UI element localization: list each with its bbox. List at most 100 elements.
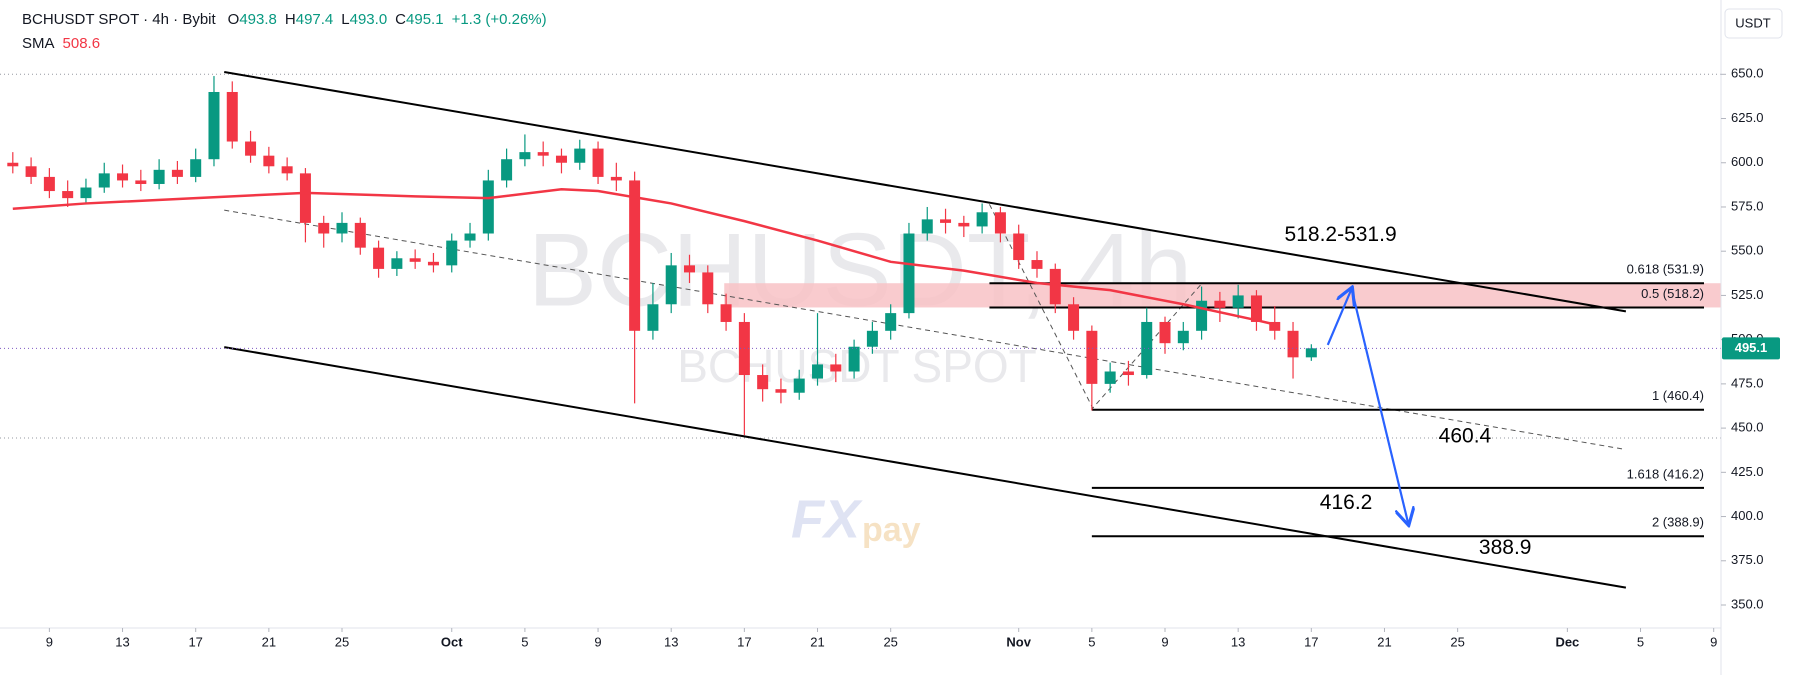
sma-name: SMA	[22, 35, 55, 52]
candle-body	[501, 159, 513, 181]
candle-body	[866, 330, 878, 347]
ohlc-key: O	[228, 11, 240, 28]
x-tick-label: 9	[1710, 634, 1717, 649]
currency-button[interactable]	[1724, 8, 1783, 39]
candle-body	[1232, 295, 1244, 308]
x-tick-label: 5	[1088, 634, 1095, 649]
candle-body	[1086, 330, 1098, 384]
candle-body	[702, 272, 714, 305]
x-tick-label: 25	[335, 634, 349, 649]
candle-body	[171, 169, 183, 177]
x-tick-label: 21	[810, 634, 824, 649]
candle-body	[391, 258, 403, 269]
candle-body	[336, 222, 348, 234]
y-tick-label: 650.0	[1731, 66, 1764, 81]
candle-body	[885, 313, 897, 331]
candle-body	[62, 191, 74, 199]
candle-body	[1177, 330, 1189, 344]
candle-body	[263, 155, 275, 167]
candle-body	[446, 240, 458, 266]
fib-label: 0.618 (531.9)	[1627, 262, 1704, 277]
candle-body	[812, 364, 824, 379]
candle-body	[281, 166, 293, 174]
candle-body	[903, 233, 915, 314]
candle-body	[1269, 321, 1281, 331]
ohlc-value: 493.0	[350, 11, 388, 28]
candle-body	[775, 389, 787, 393]
x-tick-label: 25	[1450, 634, 1464, 649]
x-tick-label: 17	[188, 634, 202, 649]
x-tick-label: 9	[1161, 634, 1168, 649]
x-tick-label: Dec	[1555, 634, 1579, 649]
ohlc-value: 497.4	[296, 11, 334, 28]
candle-body	[720, 304, 732, 322]
candle-body	[427, 261, 439, 266]
trendline	[988, 204, 1202, 409]
y-tick-label: 600.0	[1731, 154, 1764, 169]
ohlc-value: 495.1	[406, 11, 444, 28]
x-tick-label: 9	[46, 634, 53, 649]
x-tick-label: Oct	[441, 634, 463, 649]
candle-body	[555, 155, 567, 163]
ohlc-key: H	[285, 11, 296, 28]
y-tick-label: 550.0	[1731, 243, 1764, 258]
watermark: BCHUSDT, 4h	[528, 212, 1193, 328]
candle-body	[482, 180, 494, 234]
y-tick-label: 575.0	[1731, 198, 1764, 213]
candle-body	[7, 162, 19, 167]
candle-body	[1068, 304, 1080, 331]
candle-body	[1305, 348, 1317, 358]
y-tick-label: 425.0	[1731, 464, 1764, 479]
last-price-label: 495.1	[1735, 340, 1768, 355]
fib-label: 2 (388.9)	[1652, 515, 1704, 530]
candle-body	[665, 265, 677, 305]
candle-body	[976, 212, 988, 227]
candle-body	[1287, 330, 1299, 358]
candle-body	[848, 346, 860, 372]
candle-body	[153, 169, 165, 184]
currency-label[interactable]: USDT	[1735, 15, 1770, 30]
candle-body	[1159, 321, 1171, 344]
fib-label: 1.618 (416.2)	[1627, 466, 1704, 481]
logo-fx: FX	[791, 489, 863, 549]
x-tick-label: 13	[115, 634, 129, 649]
candle-body	[354, 222, 366, 248]
candle-body	[98, 173, 110, 188]
header: BCHUSDT SPOT · 4h · Bybit O 493.8 H 497.4 L 49…	[22, 11, 547, 52]
candle-body	[80, 187, 92, 199]
candle-body	[208, 91, 220, 160]
candle-body	[1196, 300, 1208, 331]
y-tick-label: 525.0	[1731, 287, 1764, 302]
candle-body	[592, 148, 604, 177]
x-tick-label: Nov	[1006, 634, 1031, 649]
candle-body	[1031, 260, 1043, 269]
candle-body	[25, 166, 37, 177]
x-tick-label: 5	[521, 634, 528, 649]
candle-body	[1141, 321, 1153, 376]
candle-body	[757, 375, 769, 390]
y-tick-label: 400.0	[1731, 508, 1764, 523]
symbol-title: BCHUSDT SPOT · 4h · Bybit	[22, 11, 216, 28]
forecast-arrow	[1350, 288, 1409, 524]
candle-body	[647, 304, 659, 331]
candle-body	[519, 152, 531, 160]
trendline	[224, 346, 1627, 589]
forecast-arrow	[1326, 289, 1352, 346]
ohlc-key: L	[341, 11, 349, 28]
trendline	[224, 71, 1627, 313]
x-tick-label: 21	[1377, 634, 1391, 649]
candle-body	[683, 265, 695, 273]
candle-body	[299, 173, 311, 223]
candle-body	[1049, 268, 1061, 305]
y-tick-label: 375.0	[1731, 552, 1764, 567]
last-price-box	[1722, 337, 1780, 360]
axes: 350.0375.0400.0425.0450.0475.0500.0525.0…	[46, 66, 1780, 649]
trendline	[224, 209, 1626, 450]
y-tick-label: 625.0	[1731, 110, 1764, 125]
x-tick-label: 9	[594, 634, 601, 649]
candle-body	[409, 258, 421, 262]
y-tick-label: 475.0	[1731, 375, 1764, 390]
candle-body	[1013, 233, 1025, 261]
